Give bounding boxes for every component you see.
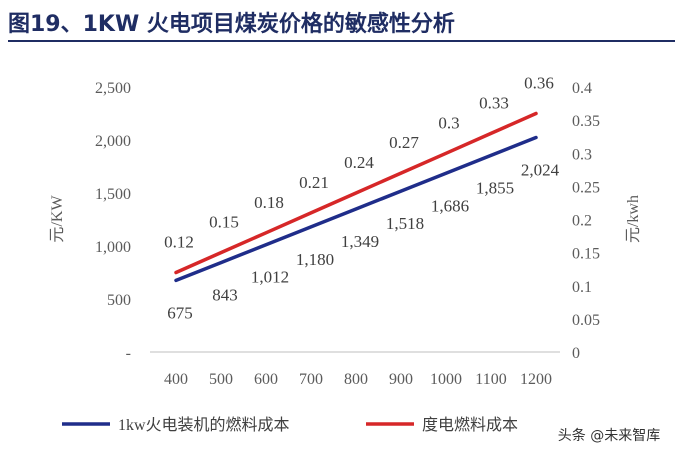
y-right-axis-title: 元/kwh [625, 195, 642, 243]
data-label-fuel-cost-per-kw: 1,518 [386, 214, 424, 233]
x-tick-label: 1000 [430, 371, 462, 388]
data-label-fuel-cost-per-kwh: 0.27 [389, 133, 419, 152]
y-right-tick-label: 0.4 [572, 80, 592, 97]
y-left-tick-label: 500 [107, 292, 131, 309]
data-label-fuel-cost-per-kw: 2,024 [521, 160, 560, 179]
data-label-fuel-cost-per-kw: 1,180 [296, 250, 334, 269]
data-label-fuel-cost-per-kwh: 0.21 [299, 173, 329, 192]
data-label-fuel-cost-per-kwh: 0.15 [209, 213, 239, 232]
y-left-tick-label: 1,500 [95, 186, 131, 203]
data-label-fuel-cost-per-kwh: 0.12 [164, 233, 194, 252]
data-label-fuel-cost-per-kwh: 0.33 [479, 93, 509, 112]
legend-label-fuel-cost-per-kw: 1kw火电装机的燃料成本 [118, 416, 290, 434]
x-tick-label: 800 [344, 371, 368, 388]
y-right-tick-label: 0.2 [572, 213, 592, 230]
title-bar: 图19、1KW 火电项目煤炭价格的敏感性分析 [8, 4, 675, 42]
y-left-tick-label: - [126, 345, 131, 362]
data-label-fuel-cost-per-kw: 1,855 [476, 178, 514, 197]
y-right-tick-label: 0.05 [572, 312, 600, 329]
y-right-tick-label: 0.3 [572, 146, 592, 163]
data-label-fuel-cost-per-kw: 1,012 [251, 268, 289, 287]
data-label-fuel-cost-per-kwh: 0.3 [438, 113, 459, 132]
legend-label-fuel-cost-per-kwh: 度电燃料成本 [422, 416, 518, 434]
y-right-tick-label: 0.25 [572, 179, 600, 196]
y-left-tick-label: 1,000 [95, 239, 131, 256]
data-label-fuel-cost-per-kwh: 0.36 [524, 74, 554, 93]
x-tick-label: 500 [209, 371, 233, 388]
x-tick-label: 600 [254, 371, 278, 388]
x-tick-label: 700 [299, 371, 323, 388]
watermark: 头条 @未来智库 [543, 423, 675, 449]
y-right-tick-label: 0 [572, 345, 580, 362]
x-tick-label: 1200 [520, 371, 552, 388]
data-label-fuel-cost-per-kwh: 0.18 [254, 193, 284, 212]
data-label-fuel-cost-per-kwh: 0.24 [344, 153, 374, 172]
x-tick-label: 1100 [475, 371, 506, 388]
y-right-tick-label: 0.1 [572, 279, 592, 296]
x-tick-label: 900 [389, 371, 413, 388]
y-right-tick-label: 0.15 [572, 246, 600, 263]
data-label-fuel-cost-per-kw: 1,686 [431, 196, 469, 215]
data-label-fuel-cost-per-kw: 843 [212, 286, 238, 305]
y-left-tick-label: 2,000 [95, 133, 131, 150]
y-left-axis-title: 元/KW [49, 195, 66, 243]
y-right-tick-label: 0.35 [572, 113, 600, 130]
series-line-fuel-cost-per-kwh [174, 111, 538, 275]
series-line-fuel-cost-per-kw [174, 135, 538, 283]
chart-title: 图19、1KW 火电项目煤炭价格的敏感性分析 [8, 12, 455, 37]
data-label-fuel-cost-per-kw: 675 [167, 303, 193, 322]
data-label-fuel-cost-per-kw: 1,349 [341, 232, 379, 251]
x-tick-label: 400 [164, 371, 188, 388]
y-left-tick-label: 2,500 [95, 80, 131, 97]
